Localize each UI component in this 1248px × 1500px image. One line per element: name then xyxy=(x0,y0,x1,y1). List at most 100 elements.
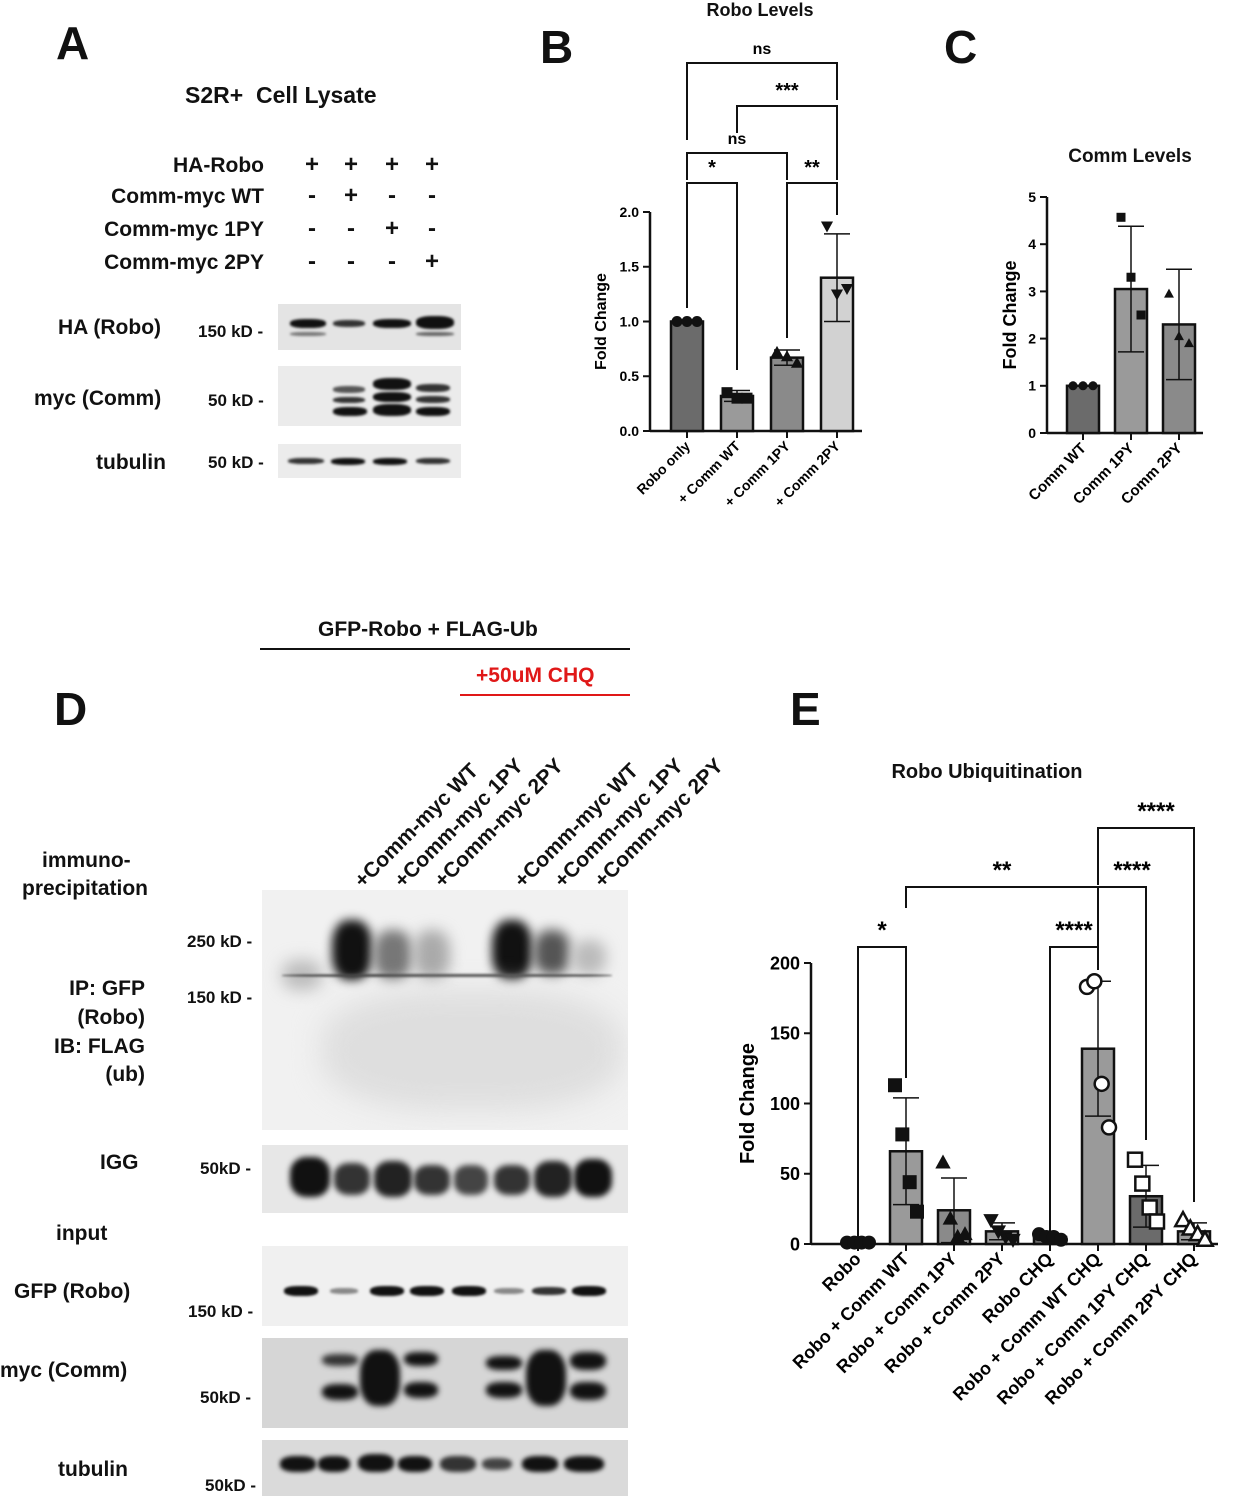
significance-bracket xyxy=(1098,886,1147,1140)
significance-label: ** xyxy=(993,857,1012,884)
y-tick-label: 0 xyxy=(790,1234,800,1254)
panel-a-title: S2R+ Cell Lysate xyxy=(185,82,377,108)
bar xyxy=(669,320,705,433)
ip-row-label: IP: GFP xyxy=(69,977,145,1000)
data-point xyxy=(1116,212,1126,222)
y-tick-label: 0 xyxy=(1028,425,1036,441)
mw-marker: 50kD - xyxy=(200,1159,252,1178)
significance-label: **** xyxy=(1113,857,1151,884)
y-axis-label: Fold Change xyxy=(593,273,610,370)
condition-label: Comm-myc 2PY xyxy=(104,251,264,274)
blot-label: tubulin xyxy=(96,451,166,474)
sign: + xyxy=(343,182,358,209)
data-point xyxy=(935,1154,951,1169)
mw-marker: 150 kD - xyxy=(198,322,264,341)
data-point xyxy=(840,283,854,295)
condition-label: HA-Robo xyxy=(173,154,264,177)
mw-marker: 50kD - xyxy=(205,1476,257,1495)
significance-bracket xyxy=(686,182,738,370)
sign: + xyxy=(343,151,358,178)
panel-a-letter: A xyxy=(56,17,90,69)
y-tick-label: 4 xyxy=(1028,236,1036,252)
sign: - xyxy=(388,182,396,209)
chart-b-title: Robo Levels xyxy=(706,0,814,20)
significance-label: *** xyxy=(775,80,799,102)
y-tick-label: 1.0 xyxy=(620,313,640,329)
condition-label: Comm-myc WT xyxy=(111,185,264,208)
sign: - xyxy=(347,248,355,275)
significance-label: * xyxy=(708,157,716,179)
significance-bracket xyxy=(686,62,838,140)
data-point xyxy=(820,221,834,233)
ip-label: immuno- xyxy=(42,849,131,872)
sign: - xyxy=(308,182,316,209)
significance-label: **** xyxy=(1055,917,1093,944)
significance-label: **** xyxy=(1137,798,1175,825)
significance-bracket xyxy=(736,105,838,180)
data-point xyxy=(830,289,844,301)
data-point xyxy=(1174,331,1184,341)
data-point xyxy=(1134,1175,1151,1192)
data-point xyxy=(910,1204,924,1219)
ip-row-label: (Robo) xyxy=(77,1006,145,1029)
panel-c-letter: C xyxy=(944,21,978,73)
significance-bracket xyxy=(1097,827,1195,1202)
data-point xyxy=(1086,973,1103,990)
data-point xyxy=(741,392,753,404)
data-point xyxy=(1173,1209,1193,1228)
significance-label: * xyxy=(877,917,887,944)
myc-comm-label: myc (Comm) xyxy=(0,1359,128,1382)
y-tick-label: 1.5 xyxy=(620,259,640,275)
igg-blot xyxy=(262,1145,628,1213)
ip-row-label: (ub) xyxy=(105,1063,145,1086)
igg-label: IGG xyxy=(100,1151,139,1174)
input-label: input xyxy=(56,1222,108,1245)
sign: - xyxy=(428,182,436,209)
header-underline xyxy=(260,648,630,650)
y-tick-label: 150 xyxy=(770,1024,800,1044)
mw-marker: 50kD - xyxy=(200,1388,252,1407)
gfp-robo-blot xyxy=(262,1246,628,1326)
panel-d-header: GFP-Robo + FLAG-Ub xyxy=(318,618,538,641)
y-tick-label: 2.0 xyxy=(620,204,640,220)
data-point xyxy=(862,1235,876,1250)
ip-row-label: IB: FLAG xyxy=(54,1035,145,1058)
data-point xyxy=(990,1225,1007,1240)
panel-e-letter: E xyxy=(790,683,821,735)
y-tick-label: 100 xyxy=(770,1094,800,1114)
data-point xyxy=(681,316,693,327)
panel-d-letter: D xyxy=(54,683,88,735)
y-tick-label: 5 xyxy=(1028,189,1036,205)
data-point xyxy=(1093,1075,1110,1093)
data-point xyxy=(902,1175,917,1190)
mw-marker: 50 kD - xyxy=(208,453,264,472)
mw-marker: 150 kD - xyxy=(188,1302,254,1321)
tubulin-blot-d xyxy=(262,1440,628,1496)
y-tick-label: 50 xyxy=(780,1164,800,1184)
y-tick-label: 0.5 xyxy=(620,368,640,384)
data-point xyxy=(888,1078,902,1093)
ip-ubiquitin-blot xyxy=(262,890,628,1130)
mw-marker: 250 kD - xyxy=(187,932,253,951)
data-point xyxy=(957,1226,973,1241)
sign: - xyxy=(428,215,436,242)
sign: - xyxy=(347,215,355,242)
data-point xyxy=(1005,1233,1021,1248)
data-point xyxy=(1088,381,1098,391)
y-axis-label: Fold Change xyxy=(737,1043,759,1164)
data-point xyxy=(1068,381,1078,391)
sign: + xyxy=(384,215,399,242)
condition-label: Comm-myc 1PY xyxy=(104,218,264,241)
data-point xyxy=(1054,1232,1068,1247)
bar xyxy=(1065,384,1101,435)
mw-marker: 150 kD - xyxy=(187,988,253,1007)
myc-comm-blot-d xyxy=(262,1338,628,1428)
y-tick-label: 200 xyxy=(770,953,800,973)
data-point xyxy=(1164,288,1174,298)
significance-label: ** xyxy=(804,157,820,179)
data-point xyxy=(895,1127,910,1142)
sign: + xyxy=(304,151,319,178)
chq-underline xyxy=(460,694,630,696)
